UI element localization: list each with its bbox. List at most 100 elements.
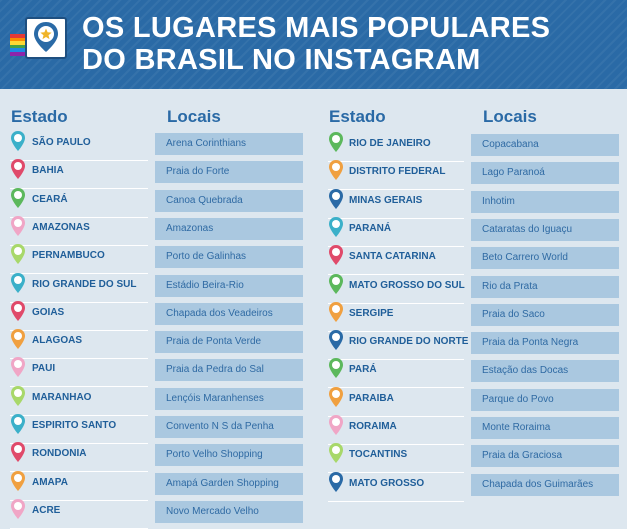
place-name: Estádio Beira-Rio <box>155 274 303 297</box>
place-name: Porto Velho Shopping <box>155 444 303 467</box>
table-row: CEARÁ Canoa Quebrada <box>0 187 627 218</box>
row-divider <box>10 216 148 218</box>
place-name: Praia da Ponta Negra <box>471 332 619 355</box>
map-pin-icon <box>328 131 344 153</box>
table-row: SERGIPE Praia do Saco <box>0 301 627 332</box>
table-row: PARANÁ Cataratas do Iguaçu <box>0 216 627 247</box>
table-row: GOIAS Chapada dos Veadeiros <box>0 300 627 331</box>
map-pin-icon <box>10 328 26 350</box>
place-name: Lençóis Maranhenses <box>155 387 303 410</box>
map-pin-icon <box>328 357 344 379</box>
place-name: Copacabana <box>471 134 619 156</box>
row-divider <box>328 189 464 191</box>
rainbow-stripe <box>10 44 38 49</box>
place-name: Praia do Forte <box>155 161 303 184</box>
map-pin-icon <box>328 471 344 493</box>
table-row: DISTRITO FEDERAL Lago Paranoá <box>0 159 627 191</box>
state-name: RIO GRANDE DO NORTE <box>349 336 469 348</box>
map-pin-icon <box>10 498 26 520</box>
map-pin-icon <box>328 301 344 323</box>
table-row: MARANHAO Lençóis Maranhenses <box>0 385 627 416</box>
table-row: RIO GRANDE DO SUL Estádio Beira-Rio <box>0 272 627 303</box>
rainbow-stripe <box>10 48 38 52</box>
state-name: PARANÁ <box>349 222 392 234</box>
table-row: RORAIMA Monte Roraima <box>0 415 627 445</box>
table-row: TOCANTINS Praia da Graciosa <box>0 443 627 474</box>
table-row: SÃO PAULO Arena Corinthians <box>0 131 627 161</box>
map-pin-icon <box>10 215 26 237</box>
place-name: Cataratas do Iguaçu <box>471 218 619 241</box>
row-divider <box>10 160 148 161</box>
title-line-1: OS LUGARES MAIS POPULARES <box>82 12 551 44</box>
state-name: CEARÁ <box>32 193 68 205</box>
state-name: MARANHAO <box>32 391 92 403</box>
place-name: Amapá Garden Shopping <box>155 472 303 495</box>
row-divider <box>328 330 464 332</box>
map-pin-icon <box>328 159 344 181</box>
state-name: DISTRITO FEDERAL <box>349 166 446 178</box>
state-name: MATO GROSSO DO SUL <box>349 279 465 291</box>
row-divider <box>10 443 148 444</box>
map-pin-icon <box>10 158 26 180</box>
table-row: BAHIA Praia do Forte <box>0 158 627 190</box>
state-name: ALAGOAS <box>32 335 82 347</box>
map-pin-icon <box>10 385 26 407</box>
left-places-header: Locais <box>167 107 221 126</box>
map-pin-star-icon <box>34 22 58 52</box>
table-row: ESPIRITO SANTO Convento N S da Penha <box>0 414 627 444</box>
row-divider <box>328 217 464 219</box>
row-divider <box>328 359 464 361</box>
row-divider <box>328 500 464 502</box>
right-places-header: Locais <box>483 107 537 126</box>
table-row: PERNAMBUCO Porto de Galinhas <box>0 244 627 275</box>
map-pin-icon <box>328 329 344 351</box>
table-row: ACRE Novo Mercado Velho <box>0 498 627 529</box>
row-divider <box>10 386 148 388</box>
map-pin-icon <box>328 188 344 210</box>
place-name: Convento N S da Penha <box>155 416 303 438</box>
state-name: PARÁ <box>349 364 377 376</box>
row-divider <box>328 387 464 389</box>
map-pin-icon <box>328 386 344 408</box>
row-divider <box>10 414 148 416</box>
place-name: Inhotim <box>471 190 619 213</box>
state-name: ACRE <box>32 504 61 516</box>
state-name: RONDONIA <box>32 448 87 460</box>
state-name: RIO GRANDE DO SUL <box>32 278 137 290</box>
row-divider <box>10 329 148 331</box>
map-pin-icon <box>10 300 26 322</box>
map-pin-icon <box>10 470 26 492</box>
left-state-header: Estado <box>11 107 68 126</box>
row-divider <box>328 302 464 304</box>
map-pin-icon <box>10 356 26 378</box>
row-divider <box>328 274 464 276</box>
state-name: PERNAMBUCO <box>32 250 105 262</box>
row-divider <box>10 273 148 275</box>
map-pin-icon <box>10 441 26 463</box>
table-row: AMAZONAS Amazonas <box>0 215 627 246</box>
state-name: BAHIA <box>32 165 64 177</box>
state-name: MATO GROSSO <box>349 477 425 489</box>
place-name: Monte Roraima <box>471 417 619 439</box>
row-divider <box>328 245 464 247</box>
page-title: OS LUGARES MAIS POPULARES DO BRASIL NO I… <box>82 12 550 76</box>
row-divider <box>10 188 148 190</box>
place-name: Chapada dos Veadeiros <box>155 302 303 325</box>
rainbow-stripes <box>10 34 38 56</box>
place-name: Chapada dos Guimarães <box>471 473 619 496</box>
table-row: PARÁ Estação das Docas <box>0 357 627 389</box>
state-name: GOIAS <box>32 306 65 318</box>
logo <box>25 17 67 59</box>
place-name: Praia do Saco <box>471 303 619 326</box>
state-name: TOCANTINS <box>349 449 408 461</box>
rainbow-stripe <box>10 51 38 56</box>
place-name: Novo Mercado Velho <box>155 500 303 523</box>
place-name: Porto de Galinhas <box>155 246 303 269</box>
header-pattern <box>0 0 627 89</box>
row-divider <box>10 301 148 303</box>
state-name: AMAZONAS <box>32 221 90 233</box>
place-name: Lago Paranoá <box>471 162 619 185</box>
rainbow-stripe <box>10 37 38 42</box>
place-name: Parque do Povo <box>471 388 619 411</box>
table-row: MINAS GERAIS Inhotim <box>0 188 627 219</box>
